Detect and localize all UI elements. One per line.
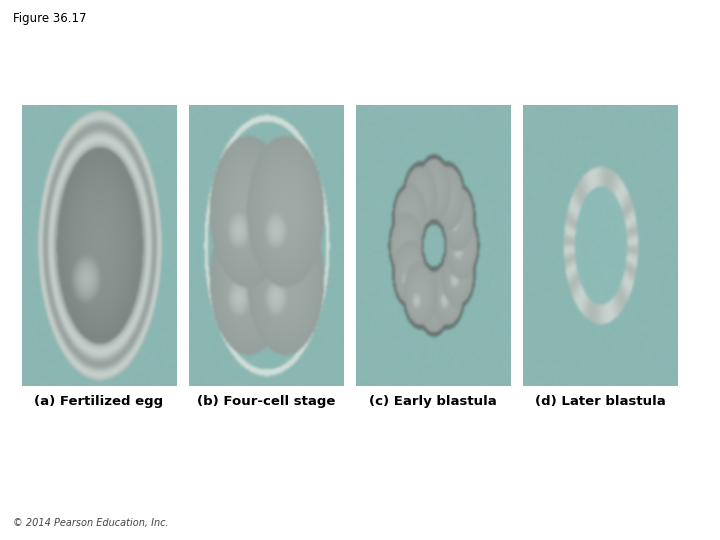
FancyBboxPatch shape: [189, 105, 343, 386]
Text: (a) Fertilized egg: (a) Fertilized egg: [35, 395, 163, 408]
FancyBboxPatch shape: [523, 105, 678, 386]
FancyBboxPatch shape: [22, 105, 176, 386]
Text: © 2014 Pearson Education, Inc.: © 2014 Pearson Education, Inc.: [13, 518, 168, 528]
Text: Figure 36.17: Figure 36.17: [13, 12, 86, 25]
Text: 50 μm: 50 μm: [618, 327, 652, 337]
Text: (c) Early blastula: (c) Early blastula: [369, 395, 497, 408]
Text: (d) Later blastula: (d) Later blastula: [535, 395, 665, 408]
FancyBboxPatch shape: [356, 105, 510, 386]
Text: (b) Four-cell stage: (b) Four-cell stage: [197, 395, 336, 408]
